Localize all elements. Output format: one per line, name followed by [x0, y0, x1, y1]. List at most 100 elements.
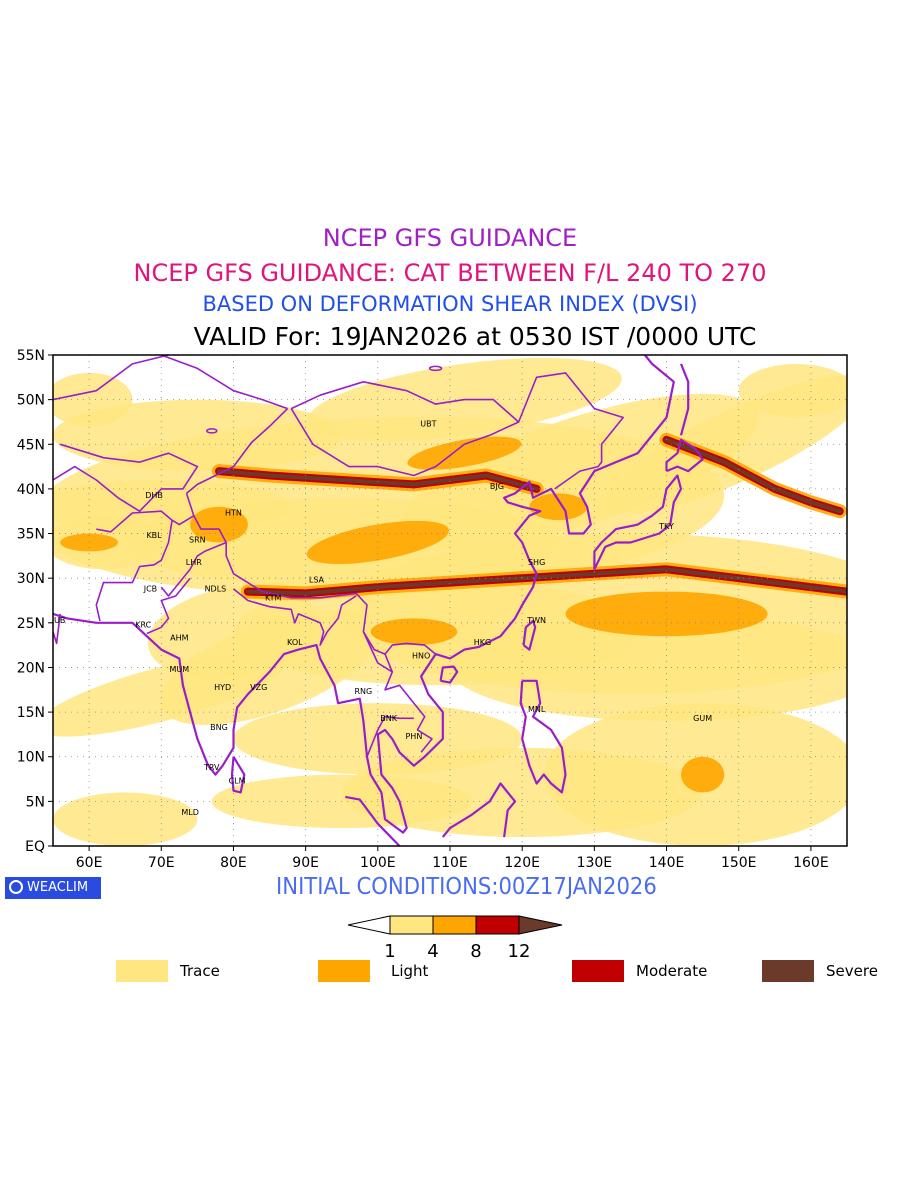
legend-light-swatch: [318, 960, 370, 982]
station-label: KOL: [287, 638, 303, 647]
lat-label: 30N: [17, 571, 45, 587]
light-area: [370, 618, 458, 646]
lon-label: 70E: [148, 855, 175, 871]
lat-label: 40N: [17, 482, 45, 498]
station-label: BJG: [490, 482, 504, 491]
station-label: MNL: [528, 705, 546, 714]
legend-light-label: Light: [391, 962, 429, 980]
trace-area: [53, 399, 342, 472]
colorbar-seg-moderate: [475, 915, 520, 935]
country-border: [366, 715, 414, 775]
station-label: TRV: [203, 763, 220, 772]
station-label: AHM: [170, 634, 188, 643]
coastline: [441, 782, 517, 838]
logo-text: WEACLIM: [27, 880, 89, 895]
station-label: LSA: [309, 576, 325, 585]
lat-label: 20N: [17, 660, 45, 676]
turbulence-map: UBT BJG DHB HTN KBL SRN TKY LHR SHG LSA JCB NDLS KTM…: [17, 348, 848, 871]
country-border: [160, 541, 227, 597]
country-border: [53, 613, 61, 645]
station-label: RNG: [355, 687, 373, 696]
station-label: VZG: [250, 683, 267, 692]
station-label: KBL: [146, 531, 162, 540]
country-border: [362, 631, 393, 673]
country-border: [185, 408, 289, 495]
country-border: [171, 515, 195, 526]
light-area: [680, 756, 725, 793]
lon-label: 100E: [360, 855, 396, 871]
country-border: [517, 372, 624, 490]
station-label: JCB: [143, 585, 157, 594]
lon-label: 140E: [649, 855, 685, 871]
country-border: [384, 653, 433, 753]
country-border: [290, 381, 520, 477]
country-border: [95, 510, 173, 622]
lon-label: 160E: [793, 855, 829, 871]
station-label: CLM: [229, 777, 246, 786]
lon-label: 120E: [504, 855, 540, 871]
north-jet-severe: [217, 469, 539, 491]
colorbar-tick-12: 12: [508, 941, 531, 962]
lake-balkhash: [206, 428, 218, 434]
lon-label: 110E: [432, 855, 468, 871]
country-border: [146, 577, 191, 635]
station-label: MUM: [169, 665, 189, 674]
lon-label: 60E: [76, 855, 103, 871]
lon-label: 130E: [577, 855, 613, 871]
station-label: LHR: [186, 558, 202, 567]
lat-label: 45N: [17, 437, 45, 453]
station-label: KTM: [265, 594, 282, 603]
legend-severe-label: Severe: [826, 962, 878, 980]
lat-label: EQ: [25, 839, 45, 855]
light-area: [407, 436, 522, 470]
colorbar-low-arrow: [347, 915, 391, 935]
lon-label: 80E: [220, 855, 247, 871]
light-area: [306, 520, 449, 565]
trace-area: [738, 363, 847, 418]
colorbar-seg-trace: [389, 915, 434, 935]
lat-label: 50N: [17, 393, 45, 409]
station-label: MLD: [181, 808, 199, 817]
legend-trace-label: Trace: [180, 962, 220, 980]
subtropical-jet-severe: [245, 567, 847, 596]
station-label: PHN: [405, 732, 422, 741]
station-label: UBT: [420, 419, 436, 428]
lat-label: 15N: [17, 705, 45, 721]
lon-label: 150E: [721, 855, 757, 871]
station-label: TWN: [526, 616, 546, 625]
title-cat-levels: NCEP GFS GUIDANCE: CAT BETWEEN F/L 240 T…: [133, 259, 767, 287]
trace-area: [53, 372, 133, 427]
lon-label: 90E: [292, 855, 319, 871]
coastline: [53, 355, 675, 834]
station-label: TKY: [658, 522, 674, 531]
legend-moderate-swatch: [572, 960, 624, 982]
coastline: [345, 795, 401, 846]
country-border: [53, 355, 169, 401]
colorbar-tick-1: 1: [384, 941, 395, 962]
colorbar-seg-light: [432, 915, 477, 935]
lat-label: 35N: [17, 527, 45, 543]
country-border: [232, 588, 357, 646]
weaclim-logo: WEACLIM: [5, 877, 101, 899]
station-label: SHG: [528, 558, 545, 567]
station-label: HYD: [214, 683, 231, 692]
title-valid-time: VALID For: 19JAN2026 at 0530 IST /0000 U…: [193, 322, 757, 351]
light-area: [529, 493, 588, 521]
station-label: HNO: [412, 652, 430, 661]
colorbar-tick-8: 8: [470, 941, 481, 962]
country-border: [53, 443, 199, 512]
station-label: HTN: [225, 509, 242, 518]
japan-jet-severe: [664, 437, 842, 514]
logo-circle-icon: [9, 880, 23, 894]
station-label: DUB: [48, 616, 66, 625]
station-label: BNG: [210, 723, 228, 732]
trace-area: [53, 792, 198, 846]
station-label: GUM: [693, 714, 712, 723]
lat-label: 5N: [26, 794, 45, 810]
title-dvsi: BASED ON DEFORMATION SHEAR INDEX (DVSI): [202, 292, 698, 316]
coastline: [593, 474, 683, 570]
colorbar-high-arrow: [518, 915, 563, 935]
station-label: BNK: [380, 714, 397, 723]
colorbar-tick-4: 4: [427, 941, 438, 962]
coastline: [230, 756, 246, 794]
